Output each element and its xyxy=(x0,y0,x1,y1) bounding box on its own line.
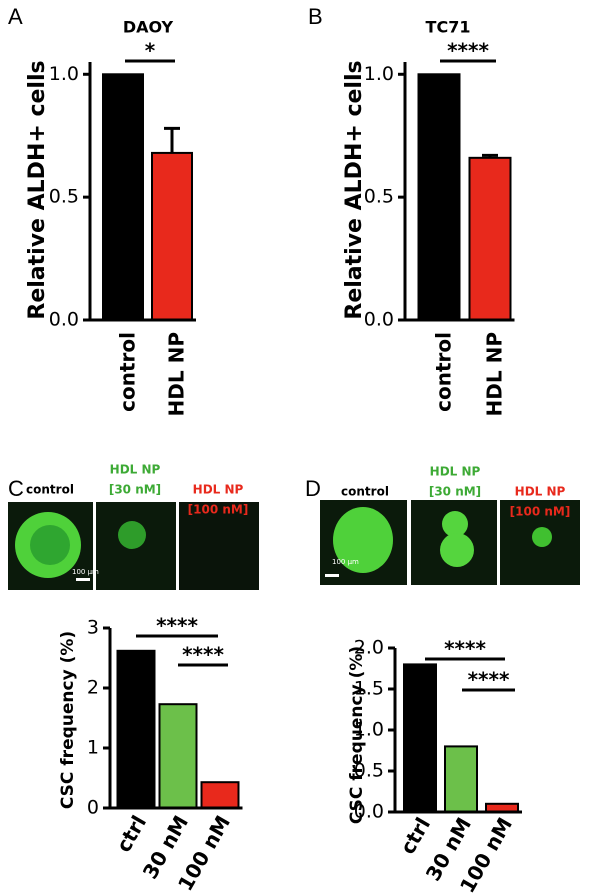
y-tick-label: 2 xyxy=(87,677,99,699)
y-tick-label: 1.5 xyxy=(354,678,384,700)
image-label: [30 nM] xyxy=(109,483,161,497)
y-tick-label: 1.0 xyxy=(49,63,79,85)
x-tick-label: HDL NP xyxy=(165,332,189,416)
y-tick-label: 1.0 xyxy=(364,63,394,85)
x-tick-label: ctrl xyxy=(395,813,435,858)
y-tick-label: 1.0 xyxy=(354,719,384,741)
bar xyxy=(417,73,461,321)
image-label: [100 nM] xyxy=(510,505,571,519)
error-bar xyxy=(164,126,180,153)
y-tick-label: 1 xyxy=(87,737,99,759)
significance-label: **** xyxy=(156,614,198,638)
x-tick-label: ctrl xyxy=(111,811,151,856)
micrographs-d xyxy=(320,500,580,585)
significance-label: * xyxy=(145,39,156,63)
x-tick-label: control xyxy=(432,332,456,412)
x-tick-label: control xyxy=(116,332,140,412)
scale-bar-label: 100 µm xyxy=(72,568,99,576)
panel-letter: D xyxy=(305,476,321,501)
y-tick-label: 0.5 xyxy=(364,186,394,208)
image-label: HDL NP xyxy=(110,463,161,477)
y-tick-label: 0 xyxy=(87,797,99,819)
image-label: [30 nM] xyxy=(429,485,481,499)
image-label: control xyxy=(341,485,389,499)
y-tick-label: 0.0 xyxy=(354,801,384,823)
scale-bar-label: 100 µm xyxy=(332,558,359,566)
image-label: [100 nM] xyxy=(188,503,249,517)
y-tick-label: 2.0 xyxy=(354,637,384,659)
y-tick-label: 0.0 xyxy=(364,309,394,331)
image-label: HDL NP xyxy=(515,485,566,499)
significance-label: **** xyxy=(182,643,224,667)
panel-letter: C xyxy=(8,476,24,501)
y-axis-label: Relative ALDH+ cells xyxy=(25,60,50,319)
y-tick-label: 3 xyxy=(87,617,99,639)
bar xyxy=(200,781,240,810)
y-axis-label: CSC frequency (%) xyxy=(347,646,367,824)
x-tick-label: HDL NP xyxy=(483,332,507,416)
bar xyxy=(468,156,512,321)
significance-label: **** xyxy=(444,637,486,661)
y-tick-label: 0.0 xyxy=(49,309,79,331)
error-bar xyxy=(482,153,498,158)
y-tick-label: 0.5 xyxy=(49,186,79,208)
panel-letter: B xyxy=(308,4,323,29)
y-tick-label: 0.5 xyxy=(354,760,384,782)
image-label: HDL NP xyxy=(430,465,481,479)
bar xyxy=(403,663,437,814)
image-label: HDL NP xyxy=(193,483,244,497)
bar xyxy=(151,151,193,321)
significance-label: **** xyxy=(447,39,489,63)
y-axis-label: CSC frequency (%) xyxy=(58,631,78,809)
chart-title: TC71 xyxy=(426,18,471,37)
panel-letter: A xyxy=(8,4,23,29)
bar xyxy=(444,745,478,814)
y-axis-label: Relative ALDH+ cells xyxy=(342,60,367,319)
image-label: control xyxy=(26,483,74,497)
significance-label: **** xyxy=(468,668,510,692)
bar xyxy=(158,703,198,810)
bar xyxy=(116,649,156,809)
micrographs-c xyxy=(8,502,259,590)
chart-title: DAOY xyxy=(123,18,174,37)
bar xyxy=(102,73,144,321)
